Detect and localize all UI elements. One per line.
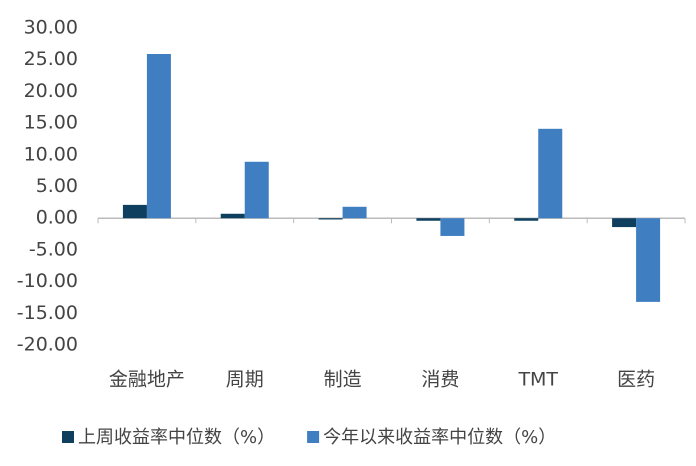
bar: [416, 218, 441, 221]
x-tick-label: 金融地产: [109, 369, 185, 391]
x-tick-label: 医药: [617, 369, 655, 391]
legend: 上周收益率中位数（%） 今年以来收益率中位数（%）: [62, 427, 556, 448]
bar: [342, 206, 367, 219]
y-tick-label: -5.00: [29, 238, 78, 260]
x-tick-label: 周期: [226, 369, 264, 391]
bar: [244, 161, 269, 219]
bar: [514, 218, 539, 221]
y-tick-label: -10.00: [17, 270, 78, 292]
y-tick-label: 5.00: [36, 175, 78, 197]
x-tick-label: 制造: [324, 369, 362, 391]
y-tick-label: -20.00: [17, 334, 78, 356]
x-tick-label: TMT: [517, 369, 558, 391]
legend-swatch: [307, 431, 320, 443]
y-tick-label: 0.00: [36, 207, 78, 229]
y-tick-label: 20.00: [24, 80, 78, 102]
y-tick-label: 15.00: [24, 112, 78, 134]
bar: [122, 204, 147, 219]
bar: [538, 128, 563, 219]
x-tick-label: 消费: [421, 369, 459, 391]
y-tick-label: 30.00: [24, 17, 78, 39]
bar: [318, 218, 343, 220]
bar: [440, 218, 465, 236]
bar: [636, 218, 661, 302]
legend-label: 今年以来收益率中位数（%）: [323, 427, 556, 448]
bar: [220, 213, 245, 219]
y-tick-label: 10.00: [24, 143, 78, 165]
legend-label: 上周收益率中位数（%）: [78, 427, 275, 448]
legend-swatch: [62, 431, 74, 443]
bar: [146, 53, 171, 219]
y-tick-label: 25.00: [24, 48, 78, 70]
bar: [612, 218, 637, 228]
y-tick-label: -15.00: [17, 302, 78, 324]
